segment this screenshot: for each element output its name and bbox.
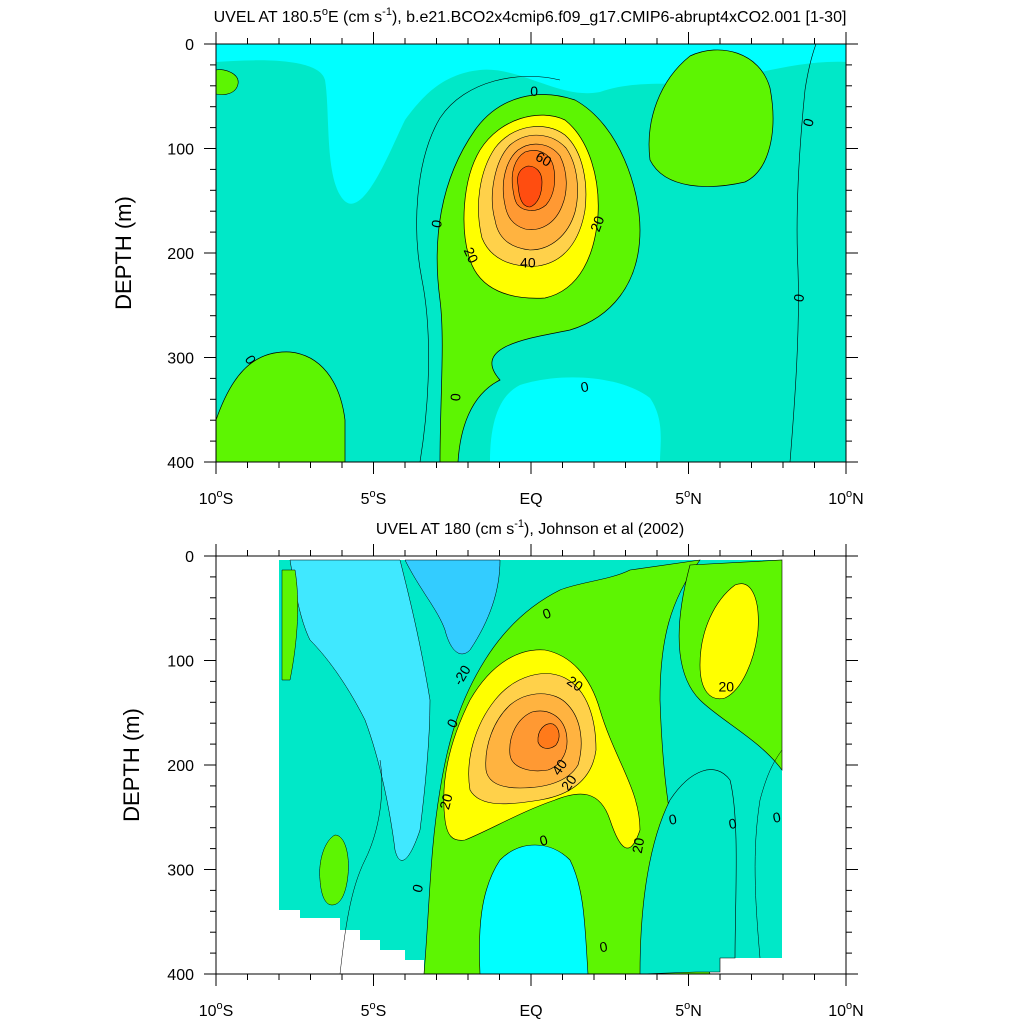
contour-label: 0: [530, 83, 538, 99]
x-tick-label: 5oN: [675, 1000, 702, 1020]
y-tick-label: 300: [167, 351, 194, 368]
y-tick-label: 400: [167, 455, 194, 472]
x-tick-label: 5oS: [361, 488, 387, 508]
contour-label: 20: [461, 245, 482, 266]
region-obs-teal-east: [639, 769, 737, 974]
contour-label: 0: [409, 882, 427, 894]
panel-obs-y-label: DEPTH (m): [119, 708, 144, 822]
contour-label: 60: [533, 148, 555, 170]
region-green-lower-left: [216, 351, 346, 462]
contour-label: 0: [771, 809, 782, 826]
region-green-top-left: [216, 69, 239, 95]
y-tick-label: 0: [185, 549, 194, 566]
region-obs-max: [537, 723, 560, 749]
region-obs-neg-west: [289, 559, 431, 861]
contour-label: 0: [538, 831, 550, 849]
contour-line-obs-b: [754, 749, 783, 959]
y-tick-label: 200: [167, 758, 194, 775]
y-tick-label: 200: [167, 246, 194, 263]
region-obs-neg-20: [404, 559, 501, 655]
x-tick-label: 10oS: [199, 1000, 234, 1020]
x-tick-label: EQ: [519, 1003, 542, 1020]
y-tick-label: 0: [185, 37, 194, 54]
y-tick-label: 400: [167, 967, 194, 984]
panel-obs-title: UVEL AT 180 (cm s-1), Johnson et al (200…: [376, 518, 684, 538]
contour-label: 20: [719, 679, 735, 695]
y-tick-label: 100: [167, 654, 194, 671]
region-green-right: [648, 49, 774, 187]
contour-label: 20: [587, 213, 607, 233]
contour-label: 40: [520, 254, 536, 270]
panel-model-contour-fill: [216, 44, 846, 462]
region-obs-green-sw: [319, 834, 349, 906]
contour-line-obs-a: [339, 759, 383, 974]
panel-model-y-label: DEPTH (m): [111, 196, 136, 310]
panel-obs: UVEL AT 180 (cm s-1), Johnson et al (200…: [119, 518, 864, 1020]
panel-obs-contour-fill: [279, 559, 783, 974]
contour-label: 0: [447, 392, 464, 401]
x-tick-label: 10oS: [199, 488, 234, 508]
contour-label: 0: [790, 293, 807, 304]
x-tick-label: 5oS: [361, 1000, 387, 1020]
y-tick-label: 300: [167, 863, 194, 880]
contour-label: 20: [629, 836, 647, 854]
x-tick-label: 5oN: [675, 488, 702, 508]
contour-label: 0: [428, 218, 445, 229]
contour-label: 0: [799, 116, 817, 128]
x-tick-label: 10oN: [828, 488, 863, 508]
contour-label: 20: [436, 792, 456, 811]
contour-line-b: [789, 44, 817, 462]
x-tick-label: EQ: [519, 491, 542, 508]
region-cyan-lower: [490, 377, 661, 462]
region-obs-green-w: [281, 569, 298, 681]
contour-line-a: [416, 76, 561, 462]
region-obs-cyan-lower: [479, 844, 589, 974]
x-tick-label: 10oN: [828, 1000, 863, 1020]
region-obs-yellow-ne: [699, 583, 759, 700]
y-tick-label: 100: [167, 142, 194, 159]
contour-label: 0: [668, 811, 679, 828]
region-max: [517, 165, 543, 208]
contour-label: 0: [579, 378, 590, 395]
contour-label: 0: [598, 938, 609, 955]
panel-model: UVEL AT 180.5oE (cm s-1), b.e21.BCO2x4cm…: [111, 6, 864, 508]
panel-model-title: UVEL AT 180.5oE (cm s-1), b.e21.BCO2x4cm…: [214, 6, 847, 26]
contour-label: 0: [727, 815, 738, 832]
